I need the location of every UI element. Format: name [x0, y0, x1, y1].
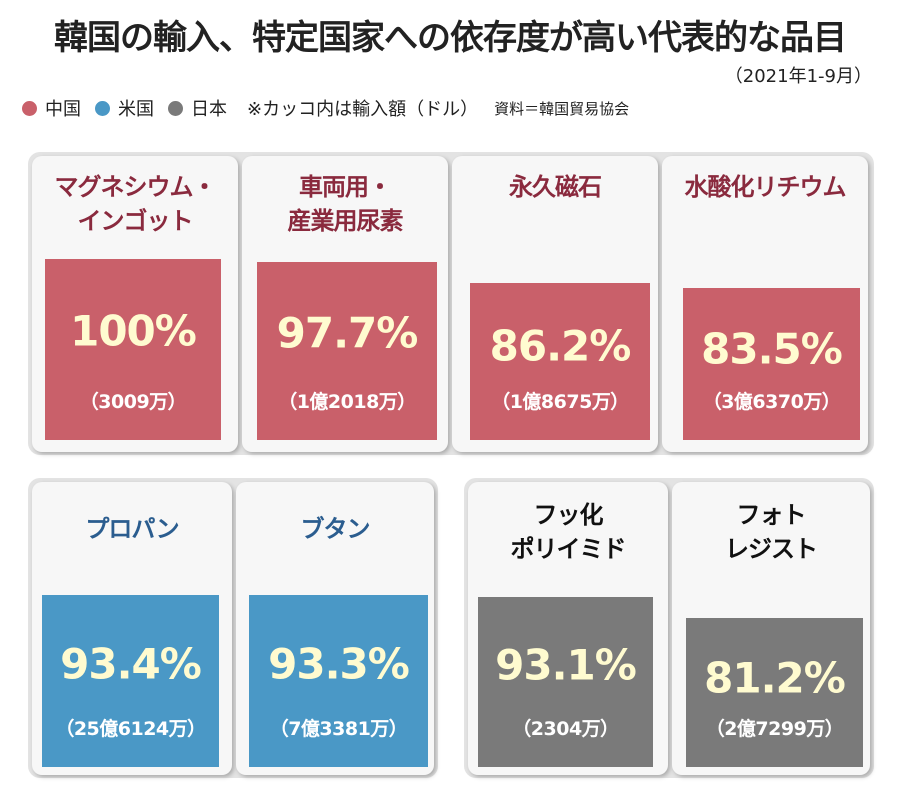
- item-name-line: レジスト: [725, 535, 818, 563]
- item-name: マグネシウム・ インゴット: [32, 170, 238, 238]
- item-name-line: 水酸化リチウム: [684, 173, 847, 201]
- legend: 中国 米国 日本 ※カッコ内は輸入額（ドル） 資料＝韓国貿易協会: [22, 94, 629, 122]
- value-label: 93.1%: [495, 640, 637, 690]
- value-label: 86.2%: [489, 321, 632, 371]
- legend-label-japan: 日本: [191, 99, 227, 120]
- amount-label: （3億6370万）: [702, 391, 841, 413]
- period-label: （2021年1-9月）: [724, 66, 872, 87]
- item-name-line: ポリイミド: [510, 535, 627, 563]
- value-bar: 100% （3009万）: [45, 259, 221, 440]
- value-label: 100%: [70, 306, 197, 356]
- item-name-line: マグネシウム・: [54, 173, 217, 201]
- amount-label: （7億3381万）: [269, 718, 408, 740]
- legend-dot-usa: [95, 100, 110, 116]
- legend-label-usa: 米国: [118, 99, 154, 120]
- item-name: フォト レジスト: [672, 498, 870, 566]
- legend-dot-japan: [168, 100, 183, 116]
- value-bar: 86.2% （1億8675万）: [470, 283, 650, 440]
- value-label: 83.5%: [701, 324, 843, 374]
- item-name-line: プロパン: [85, 515, 179, 543]
- source-note: 資料＝韓国貿易協会: [494, 99, 630, 118]
- item-name-line: 車両用・: [299, 173, 392, 201]
- item-name: 水酸化リチウム: [662, 170, 868, 204]
- item-name: フッ化 ポリイミド: [468, 498, 668, 566]
- item-name-line: ブタン: [300, 515, 371, 543]
- amount-label: （3009万）: [79, 391, 187, 413]
- value-bar: 83.5% （3億6370万）: [683, 288, 860, 440]
- legend-note: ※カッコ内は輸入額（ドル）: [247, 99, 479, 120]
- value-bar: 93.1% （2304万）: [478, 597, 653, 767]
- value-label: 97.7%: [276, 308, 419, 358]
- legend-dot-china: [22, 100, 37, 116]
- page-title: 韓国の輸入、特定国家への依存度が高い代表的な品目: [54, 18, 847, 58]
- item-name: ブタン: [236, 512, 434, 546]
- item-name-line: インゴット: [77, 207, 194, 235]
- value-label: 93.3%: [268, 639, 410, 689]
- value-bar: 93.3% （7億3381万）: [249, 595, 428, 767]
- amount-label: （1億8675万）: [491, 391, 629, 413]
- amount-label: （2億7299万）: [705, 718, 844, 740]
- amount-label: （25億6124万）: [55, 718, 206, 740]
- item-name: プロパン: [32, 512, 232, 546]
- value-label: 81.2%: [704, 653, 846, 703]
- item-name-line: フォト: [736, 501, 807, 529]
- item-name-line: 永久磁石: [509, 173, 602, 201]
- item-name-line: フッ化: [533, 501, 604, 529]
- value-bar: 81.2% （2億7299万）: [686, 618, 863, 767]
- legend-item-usa: 米国: [95, 95, 154, 121]
- value-bar: 93.4% （25億6124万）: [42, 595, 219, 767]
- item-name: 車両用・ 産業用尿素: [242, 170, 448, 238]
- legend-label-china: 中国: [45, 99, 81, 120]
- legend-item-china: 中国: [22, 95, 81, 121]
- legend-item-japan: 日本: [168, 95, 227, 121]
- item-name-line: 産業用尿素: [287, 207, 404, 235]
- value-label: 93.4%: [60, 639, 202, 689]
- item-name: 永久磁石: [452, 170, 658, 204]
- value-bar: 97.7% （1億2018万）: [257, 262, 437, 440]
- amount-label: （2304万）: [512, 718, 619, 740]
- amount-label: （1億2018万）: [278, 391, 416, 413]
